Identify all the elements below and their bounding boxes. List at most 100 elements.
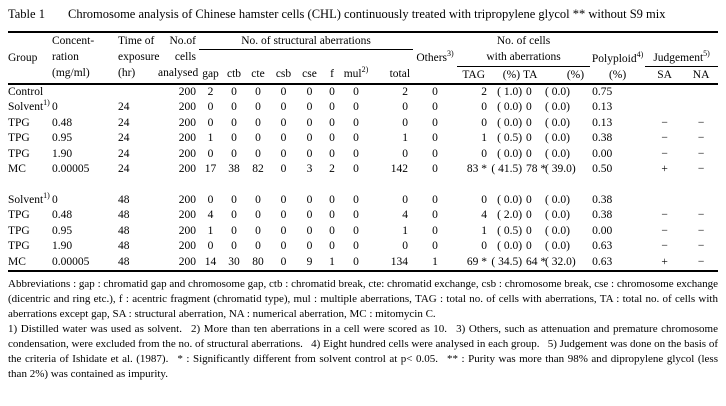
cell-judgement-na: − xyxy=(697,209,705,221)
cell-f: 1 xyxy=(329,255,335,268)
cell-others: 0 xyxy=(432,240,438,252)
cell-time: 24 xyxy=(118,132,130,144)
cell-csb: 0 xyxy=(280,116,287,129)
col-header-time-of-exposure: Time of exposure (hr) xyxy=(118,35,160,79)
cell-concentration xyxy=(52,84,118,101)
cell-ta: 78 * xyxy=(526,163,547,175)
col-header-ta-pct: (%) xyxy=(566,68,585,81)
cell-ctb: 0 xyxy=(231,101,237,113)
cell-mul: 0 xyxy=(353,116,359,129)
cell-tag-pct: ( 1.0) xyxy=(497,85,523,98)
table-title: Chromosome analysis of Chinese hamster c… xyxy=(68,7,666,21)
cell-cells-analysed: 200 xyxy=(178,147,196,160)
cell-total: 0 xyxy=(402,101,409,113)
cell-gap: 0 xyxy=(207,193,214,206)
cell-ta-pct: ( 0.0) xyxy=(545,193,570,206)
cell-ctb: 0 xyxy=(231,240,237,252)
cell-csb: 0 xyxy=(280,132,287,144)
cell-concentration: 1.90 xyxy=(52,147,73,160)
cell-ta: 0 xyxy=(526,193,532,206)
cell-group: Solvent1) xyxy=(8,190,50,206)
table-row: MC 0.00005 48 200 14 30 80 0 9 1 0 134 1 69 *( 34.5) 6… xyxy=(8,255,718,272)
cell-others: 0 xyxy=(432,85,438,98)
cell-cte: 0 xyxy=(255,101,261,113)
cell-judgement-na xyxy=(684,84,718,101)
col-group-structural-aberrations: No. of structural aberrations xyxy=(199,32,414,50)
cell-f: 0 xyxy=(329,101,335,113)
cell-ctb: 0 xyxy=(231,209,237,221)
cell-cte: 0 xyxy=(255,193,261,206)
cell-csb: 0 xyxy=(280,209,287,221)
cell-gap: 0 xyxy=(207,240,214,252)
cell-ctb: 0 xyxy=(231,132,237,144)
cell-concentration: 0.00005 xyxy=(52,255,90,268)
cell-mul: 0 xyxy=(353,85,359,98)
col-header-cse: cse xyxy=(302,68,317,80)
cell-judgement-sa: − xyxy=(661,240,668,252)
cell-ctb: 0 xyxy=(231,224,237,237)
col-group-judgement: Judgement5) xyxy=(645,32,719,67)
col-header-group: Group xyxy=(8,51,38,64)
cell-judgement-sa: − xyxy=(661,147,668,160)
cell-csb: 0 xyxy=(280,163,287,175)
cell-others: 0 xyxy=(432,209,438,221)
cell-total: 1 xyxy=(402,224,409,237)
cell-ta-pct: ( 0.0) xyxy=(545,132,570,144)
cell-tag: 69 * xyxy=(466,255,488,268)
header-spacer xyxy=(199,50,413,67)
cell-group: MC xyxy=(8,163,26,175)
cell-polyploid-pct: 0.38 xyxy=(592,132,613,144)
cell-tag: 1 xyxy=(481,224,488,237)
cell-tag-pct: ( 0.0) xyxy=(497,101,523,113)
cell-judgement-sa xyxy=(645,100,684,116)
cell-others: 0 xyxy=(432,116,438,129)
cell-ctb: 38 xyxy=(228,163,240,175)
cell-judgement-sa: + xyxy=(661,163,668,175)
table-row: Control 200 2 0 0 0 0 0 0 2 0 2( 1.0) 0( 0.0) 0.75 xyxy=(8,84,718,101)
table-row: TPG 1.90 48 200 0 0 0 0 0 0 0 0 0 0( 0.0) 0( 0.0) 0.63−… xyxy=(8,239,718,255)
col-header-csb: csb xyxy=(275,68,292,80)
cell-ta: 0 xyxy=(526,147,532,160)
col-header-mul: mul2) xyxy=(343,65,369,80)
col-header-cte: cte xyxy=(251,68,265,80)
cell-others: 0 xyxy=(432,132,438,144)
cell-cte: 80 xyxy=(252,255,264,268)
cell-ta: 0 xyxy=(526,101,532,113)
spacer-cell xyxy=(8,178,718,193)
cell-concentration: 0.95 xyxy=(52,132,73,144)
cell-tag-pct: ( 34.5) xyxy=(491,255,523,268)
table-caption: Table 1 Chromosome analysis of Chinese h… xyxy=(8,6,718,22)
cell-polyploid-pct: 0.13 xyxy=(592,101,613,113)
cell-tag: 0 xyxy=(481,147,488,160)
table-row: MC 0.00005 24 200 17 38 82 0 3 2 0 142 0 83 *( 41.5) 7… xyxy=(8,162,718,178)
cell-group: TPG xyxy=(8,116,30,129)
cell-others: 0 xyxy=(432,163,438,175)
cell-others: 0 xyxy=(432,224,438,237)
cell-total: 142 xyxy=(390,163,409,175)
cell-cse: 0 xyxy=(306,240,313,252)
table-row: Solvent1) 0 24 200 0 0 0 0 0 0 0 0 0 0( 0.0) 0( 0.0) 0.… xyxy=(8,99,718,116)
cell-group: MC xyxy=(8,255,26,268)
col-header-cells-analysed: No.of cells analysed xyxy=(158,35,199,79)
cell-others: 0 xyxy=(432,147,438,160)
cell-group: TPG xyxy=(8,224,30,237)
cell-csb: 0 xyxy=(280,240,287,252)
cell-mul: 0 xyxy=(353,163,359,175)
cell-mul: 0 xyxy=(353,240,359,252)
cell-ctb: 0 xyxy=(231,147,237,160)
cell-cte: 0 xyxy=(255,147,261,160)
cell-judgement-na xyxy=(684,100,718,116)
cell-judgement-na: − xyxy=(697,147,705,160)
col-header-ta: TA xyxy=(523,68,538,81)
cell-time xyxy=(118,84,158,101)
cell-cse: 0 xyxy=(306,116,313,129)
cell-judgement-sa xyxy=(645,193,684,209)
cell-others: 1 xyxy=(432,255,438,268)
col-header-polyploid: Polyploid4) (%) xyxy=(591,49,644,81)
chromosome-analysis-table: Group Concent- ration (mg/ml) Time of ex… xyxy=(8,31,719,272)
cell-cells-analysed: 200 xyxy=(178,132,196,144)
cell-cte: 82 xyxy=(252,163,264,175)
cell-gap: 0 xyxy=(207,101,214,113)
cell-mul: 0 xyxy=(353,132,359,144)
cell-gap: 14 xyxy=(204,255,217,268)
